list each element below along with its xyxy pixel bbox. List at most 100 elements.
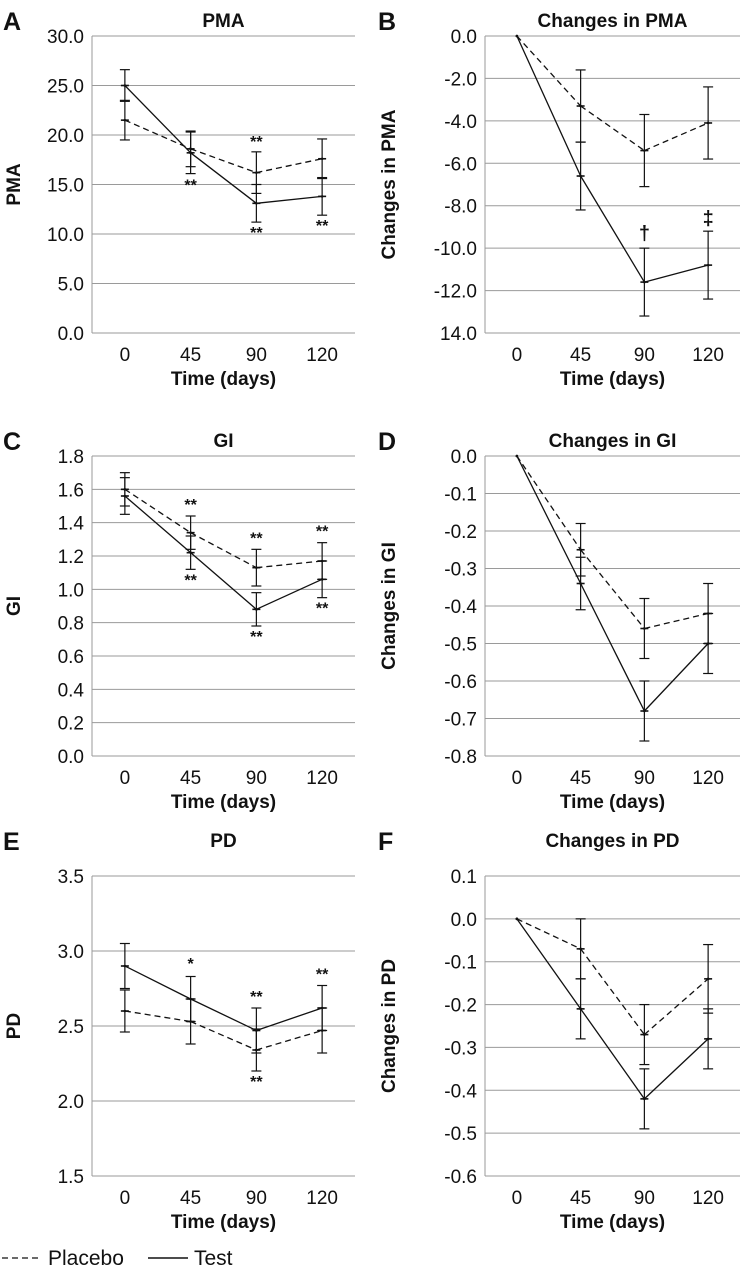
y-tick-label: 0.0 (58, 324, 84, 345)
y-tick-label: -10.0 (434, 239, 477, 260)
chart-panel-b: B Changes in PMA 0.0 -2.0 -4.0 -6.0 -8.0 -10.0 -… (378, 8, 740, 390)
series-placebo (515, 454, 714, 660)
y-tick-label: 1.5 (58, 1167, 84, 1188)
significance-marker: ** (316, 218, 329, 235)
series-line-segment (124, 495, 192, 554)
x-tick-label: 120 (306, 1188, 338, 1209)
series-placebo (515, 917, 714, 1066)
y-tick-label: -6.0 (444, 154, 477, 175)
x-tick-label: 45 (180, 768, 201, 789)
panel-letter: E (3, 828, 20, 856)
series-line-segment (256, 1029, 323, 1051)
y-tick-label: -0.4 (444, 1081, 477, 1102)
series-line-segment (256, 578, 323, 610)
x-tick-label: 120 (306, 768, 338, 789)
y-tick-label: -4.0 (444, 112, 477, 133)
y-axis-label: Changes in GI (379, 542, 400, 670)
x-tick-label: 120 (306, 345, 338, 366)
series-line-segment (516, 918, 581, 950)
x-tick-label: 90 (634, 1188, 655, 1209)
significance-marker: ** (250, 1074, 263, 1091)
x-tick-label: 90 (634, 345, 655, 366)
x-axis-label: Time (days) (171, 792, 276, 813)
y-tick-label: 3.0 (58, 942, 84, 963)
significance-marker: ** (250, 629, 263, 646)
series-line-segment (124, 119, 191, 150)
series-line-segment (516, 918, 582, 1010)
y-tick-label: 0.2 (58, 714, 84, 735)
series-test (515, 917, 714, 1130)
y-tick-label: 1.6 (58, 480, 84, 501)
significance-marker: ** (316, 967, 329, 984)
series-test (515, 34, 714, 317)
series-line-segment (190, 552, 257, 610)
significance-marker: † (639, 223, 650, 245)
y-tick-label: -0.6 (444, 672, 477, 693)
series-line-segment (644, 264, 709, 283)
significance-marker: ** (316, 601, 329, 618)
x-tick-label: 120 (692, 345, 724, 366)
series-line-segment (580, 175, 645, 283)
x-tick-label: 45 (180, 345, 201, 366)
y-tick-label: 2.0 (58, 1092, 84, 1113)
y-axis-label: Changes in PMA (379, 109, 400, 259)
series-test (119, 942, 328, 1054)
series-line-segment (580, 105, 645, 152)
y-tick-label: -0.3 (444, 1038, 477, 1059)
series-test (119, 69, 328, 223)
series-line-segment (256, 158, 323, 174)
series-line-segment (124, 488, 191, 534)
x-tick-label: 90 (246, 1188, 267, 1209)
y-tick-label: 0.0 (58, 747, 84, 768)
series-line-segment (516, 455, 582, 584)
series-line-segment (580, 1008, 645, 1100)
y-tick-label: 0.8 (58, 614, 84, 635)
y-tick-label: -0.3 (444, 560, 477, 581)
chart-title: Changes in GI (549, 431, 677, 452)
y-tick-label: -2.0 (444, 69, 477, 90)
legend: Placebo Test (2, 1247, 233, 1270)
y-tick-label: 25.0 (47, 77, 84, 98)
series-line-segment (190, 998, 257, 1032)
y-tick-label: 10.0 (47, 225, 84, 246)
series-line-segment (516, 455, 582, 551)
x-tick-label: 45 (570, 1188, 591, 1209)
y-tick-label: -0.2 (444, 522, 477, 543)
significance-marker: ‡ (703, 208, 714, 230)
y-tick-label: -12.0 (434, 282, 477, 303)
significance-marker: ** (250, 530, 263, 547)
data-point (515, 454, 519, 458)
data-point (515, 34, 519, 38)
y-tick-label: 0.0 (451, 447, 477, 468)
x-tick-label: 45 (570, 768, 591, 789)
y-tick-label: 15.0 (47, 176, 84, 197)
x-axis-label: Time (days) (560, 792, 665, 813)
panel-letter: B (378, 8, 396, 36)
x-tick-label: 0 (512, 768, 523, 789)
series-line-segment (190, 148, 257, 174)
x-axis-label: Time (days) (171, 1212, 276, 1233)
significance-marker: ** (250, 225, 263, 242)
chart-title: PMA (202, 11, 245, 32)
x-tick-label: 90 (246, 768, 267, 789)
chart-panel-d: D Changes in GI 0.0 -0.1 -0.2 -0.3 -0.4 -0.5 -0.… (378, 428, 740, 813)
y-tick-label: -0.1 (444, 485, 477, 506)
y-tick-label: 0.4 (58, 680, 85, 701)
y-tick-label: -0.8 (444, 747, 477, 768)
significance-marker: ** (250, 134, 263, 151)
panel-letter: F (378, 828, 393, 856)
series-line-segment (256, 195, 323, 204)
panel-letter: C (3, 428, 21, 456)
figure: A PMA 0.0 5.0 10.0 15.0 20.0 25.0 30.0 0 45 90 120 Ti… (3, 8, 740, 1233)
series-line-segment (516, 35, 582, 107)
chart-title: Changes in PD (545, 831, 679, 852)
series-line-segment (644, 612, 709, 630)
chart-panel-a: A PMA 0.0 5.0 10.0 15.0 20.0 25.0 30.0 0 45 90 120 Ti… (3, 8, 355, 390)
chart-panel-f: F Changes in PD 0.1 0.0 -0.1 -0.2 -0.3 -0.4 -0.5… (378, 828, 740, 1233)
x-tick-label: 0 (120, 1188, 131, 1209)
significance-marker: ** (184, 178, 197, 195)
y-tick-label: 0.0 (451, 27, 477, 48)
y-axis-label: Changes in PD (379, 959, 400, 1093)
x-axis-label: Time (days) (560, 1212, 665, 1233)
chart-title: PD (210, 831, 236, 852)
